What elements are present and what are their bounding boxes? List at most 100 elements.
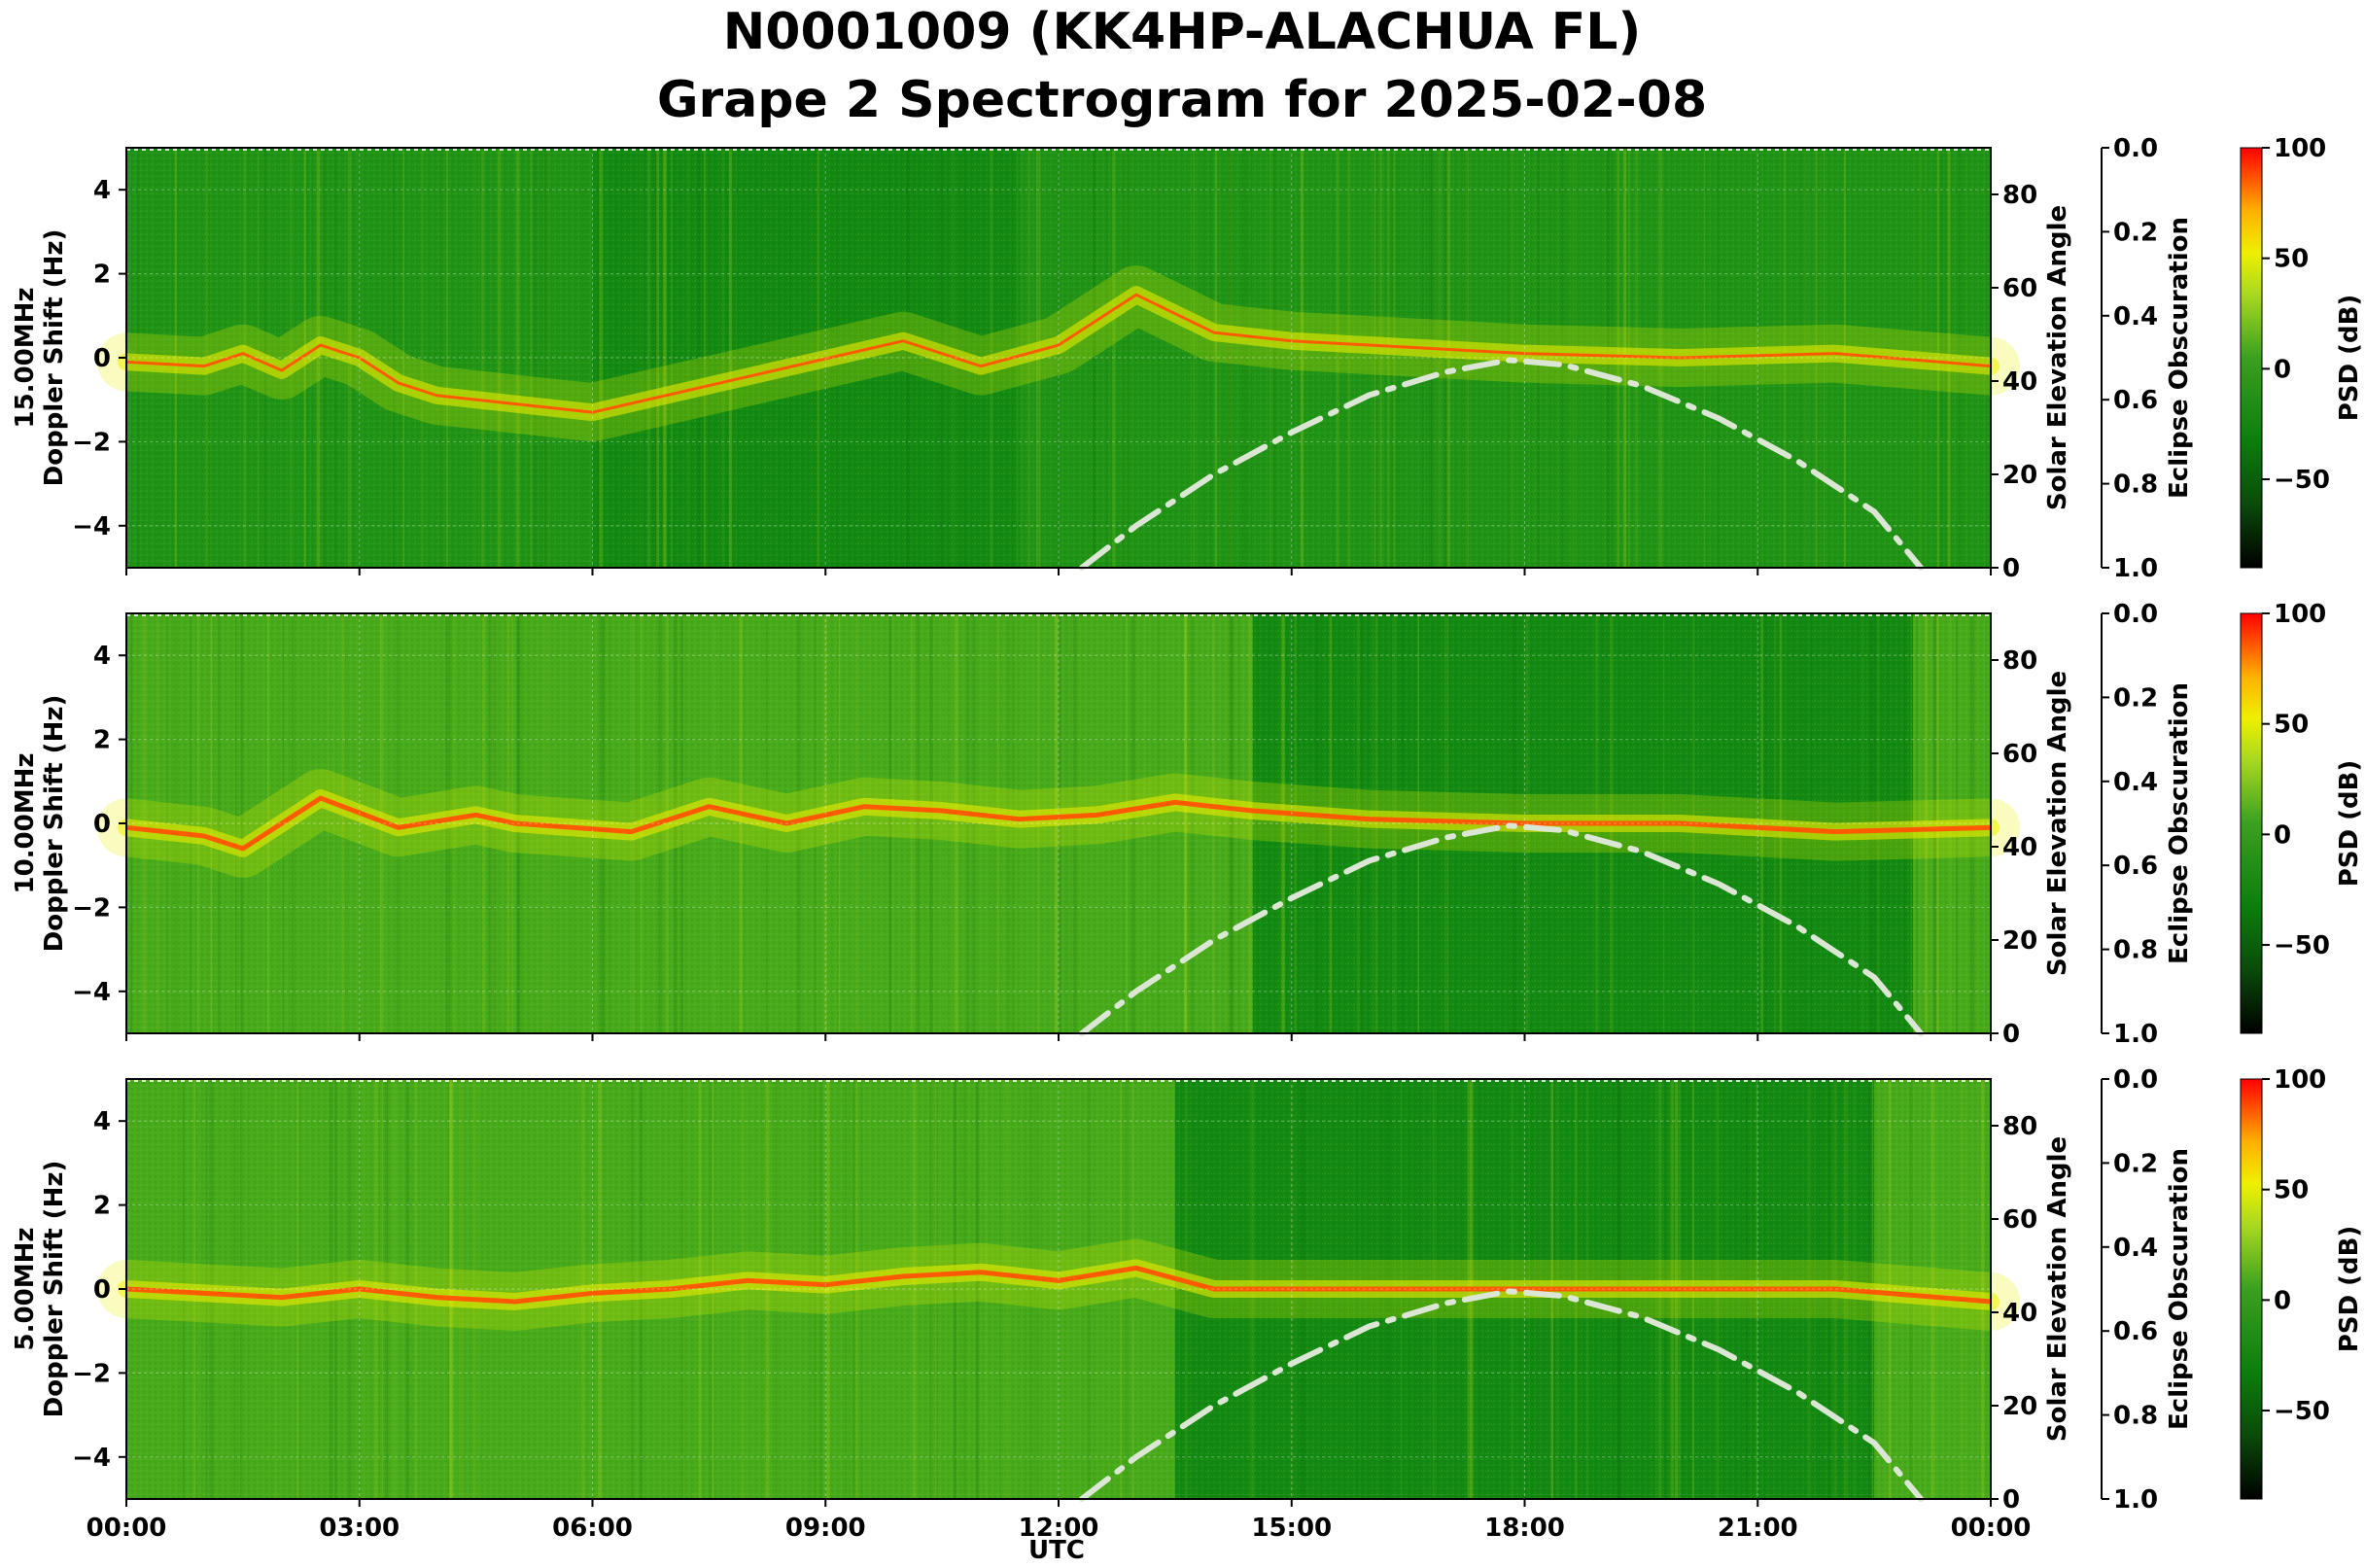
solar-tick-label: 80 [2002, 181, 2037, 210]
y-tick-label: 2 [93, 1192, 111, 1221]
x-tick-label: 06:00 [552, 1514, 633, 1543]
solar-axis-label: Solar Elevation Angle [2043, 205, 2072, 510]
y-axis-label-doppler: Doppler Shift (Hz) [40, 695, 69, 953]
eclipse-tick-label: 0.8 [2113, 1402, 2158, 1431]
colorbar-tick-label: 0 [2274, 355, 2291, 384]
y-tick-label: −4 [72, 512, 111, 541]
y-tick-label: 2 [93, 726, 111, 755]
eclipse-tick-label: 0.0 [2113, 134, 2158, 163]
eclipse-tick-label: 0.6 [2113, 852, 2158, 881]
colorbar-tick-label: 50 [2274, 711, 2309, 740]
eclipse-tick-label: 0.6 [2113, 386, 2158, 415]
colorbar-tick-label: 50 [2274, 245, 2309, 274]
eclipse-tick-label: 0.2 [2113, 683, 2158, 713]
colorbar-label: PSD (dB) [2335, 760, 2364, 888]
eclipse-tick-label: 0.0 [2113, 600, 2158, 629]
eclipse-tick-label: 0.6 [2113, 1317, 2158, 1346]
eclipse-tick-label: 0.8 [2113, 470, 2158, 500]
colorbar-tick-label: −50 [2274, 931, 2330, 960]
y-tick-label: 0 [93, 1275, 111, 1305]
carrier-trace-line [125, 1265, 1992, 1305]
y-axis-label-frequency: 15.00MHz [11, 287, 40, 428]
solar-elevation-line [1078, 1288, 1925, 1502]
y-tick-label: −4 [72, 978, 111, 1007]
y-axis-label-doppler: Doppler Shift (Hz) [40, 229, 69, 487]
solar-axis-label: Solar Elevation Angle [2043, 671, 2072, 976]
y-tick-label: −2 [72, 1359, 111, 1388]
solar-tick-label: 80 [2002, 646, 2037, 676]
solar-tick-label: 0 [2002, 1485, 2020, 1515]
solar-tick-label: 40 [2002, 833, 2037, 862]
figure-title-line2: Grape 2 Spectrogram for 2025-02-08 [657, 71, 1707, 129]
eclipse-tick-label: 0.4 [2113, 302, 2158, 331]
panel-10-00MHz: 420−2−410.00MHz Doppler Shift (Hz)8060402… [11, 600, 2364, 1049]
eclipse-tick-label: 0.4 [2113, 1234, 2158, 1263]
y-axis-label-frequency: 5.00MHz [11, 1228, 40, 1351]
solar-tick-label: 60 [2002, 1205, 2037, 1235]
x-tick-label: 21:00 [1718, 1514, 1798, 1543]
colorbar-tick-label: 0 [2274, 1286, 2291, 1315]
solar-elevation-line [1078, 822, 1925, 1036]
eclipse-tick-label: 1.0 [2113, 1485, 2158, 1515]
eclipse-axis-label: Eclipse Obscuration [2165, 682, 2194, 964]
carrier-trace-line [125, 795, 1992, 852]
eclipse-axis-label: Eclipse Obscuration [2165, 1148, 2194, 1430]
colorbar-tick-label: 50 [2274, 1176, 2309, 1205]
solar-tick-label: 40 [2002, 1299, 2037, 1328]
solar-tick-label: 60 [2002, 274, 2037, 303]
carrier-trace-line [125, 293, 1992, 414]
eclipse-tick-label: 1.0 [2113, 554, 2158, 583]
y-axis-label-doppler: Doppler Shift (Hz) [40, 1161, 69, 1418]
eclipse-tick-label: 1.0 [2113, 1020, 2158, 1049]
y-tick-label: 4 [93, 1107, 111, 1136]
x-tick-label: 15:00 [1251, 1514, 1332, 1543]
solar-tick-label: 20 [2002, 926, 2037, 956]
y-tick-label: −4 [72, 1444, 111, 1473]
colorbar-tick-label: −50 [2274, 466, 2330, 495]
x-tick-label: 09:00 [785, 1514, 866, 1543]
y-axis-label-frequency: 10.00MHz [11, 752, 40, 893]
panel-5-00MHz: 420−2−45.00MHz Doppler Shift (Hz)80604020… [11, 1065, 2364, 1543]
panel-15-00MHz: 420−2−415.00MHz Doppler Shift (Hz)8060402… [11, 134, 2364, 583]
solar-tick-label: 0 [2002, 1020, 2020, 1049]
eclipse-tick-label: 0.2 [2113, 218, 2158, 247]
eclipse-tick-label: 0.8 [2113, 936, 2158, 965]
colorbar-tick-label: 100 [2274, 1065, 2326, 1095]
x-axis-label: UTC [1028, 1536, 1085, 1565]
x-tick-label: 03:00 [319, 1514, 400, 1543]
solar-elevation-line [1078, 357, 1925, 571]
colorbar [2240, 1078, 2263, 1500]
colorbar-tick-label: 0 [2274, 820, 2291, 850]
eclipse-axis-label: Eclipse Obscuration [2165, 217, 2194, 499]
y-tick-label: 0 [93, 344, 111, 373]
colorbar-tick-label: 100 [2274, 134, 2326, 163]
solar-tick-label: 20 [2002, 461, 2037, 490]
y-tick-label: −2 [72, 428, 111, 457]
solar-tick-label: 60 [2002, 740, 2037, 769]
colorbar [2240, 612, 2263, 1034]
colorbar-tick-label: −50 [2274, 1397, 2330, 1426]
x-tick-label: 12:00 [1019, 1514, 1099, 1543]
x-tick-label: 00:00 [87, 1514, 167, 1543]
y-tick-label: 0 [93, 810, 111, 839]
x-tick-label: 00:00 [1951, 1514, 2032, 1543]
y-tick-label: 4 [93, 642, 111, 671]
eclipse-tick-label: 0.0 [2113, 1065, 2158, 1095]
colorbar-label: PSD (dB) [2335, 1226, 2364, 1353]
solar-tick-label: 80 [2002, 1112, 2037, 1141]
figure-title-line1: N0001009 (KK4HP-ALACHUA FL) [723, 3, 1641, 61]
y-tick-label: −2 [72, 893, 111, 923]
colorbar [2240, 147, 2263, 569]
eclipse-tick-label: 0.2 [2113, 1149, 2158, 1178]
x-tick-label: 18:00 [1484, 1514, 1565, 1543]
colorbar-tick-label: 100 [2274, 600, 2326, 629]
solar-tick-label: 0 [2002, 554, 2020, 583]
solar-axis-label: Solar Elevation Angle [2043, 1136, 2072, 1442]
y-tick-label: 4 [93, 176, 111, 205]
eclipse-tick-label: 0.4 [2113, 768, 2158, 797]
solar-tick-label: 40 [2002, 367, 2037, 397]
y-tick-label: 2 [93, 261, 111, 290]
solar-tick-label: 20 [2002, 1392, 2037, 1421]
colorbar-label: PSD (dB) [2335, 295, 2364, 422]
